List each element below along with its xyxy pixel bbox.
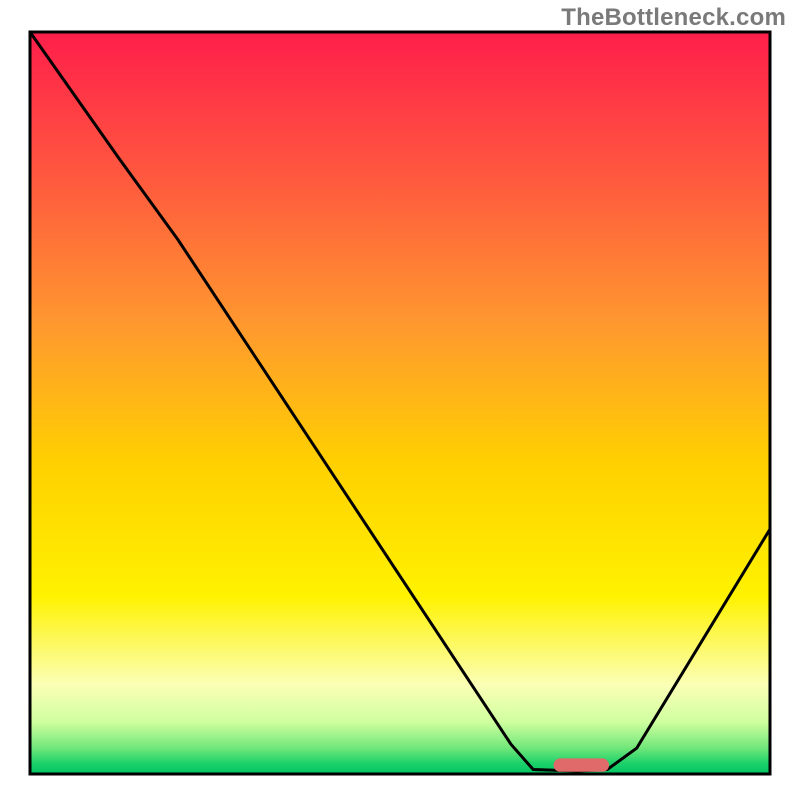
optimum-marker xyxy=(554,758,610,771)
chart-svg xyxy=(0,0,800,800)
chart-container: TheBottleneck.com xyxy=(0,0,800,800)
gradient-background xyxy=(30,32,770,774)
watermark-text: TheBottleneck.com xyxy=(561,4,786,32)
